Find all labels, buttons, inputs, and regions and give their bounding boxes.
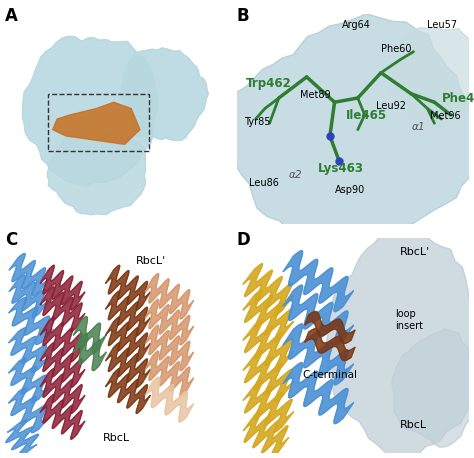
- Polygon shape: [326, 228, 474, 458]
- Polygon shape: [283, 285, 354, 346]
- Polygon shape: [40, 394, 85, 439]
- Polygon shape: [145, 300, 193, 345]
- Polygon shape: [106, 291, 150, 336]
- Polygon shape: [73, 316, 106, 354]
- Text: B: B: [237, 7, 250, 25]
- Polygon shape: [243, 289, 294, 342]
- Text: Tyr85: Tyr85: [244, 117, 271, 127]
- Text: RbcL: RbcL: [103, 432, 130, 442]
- Polygon shape: [305, 311, 355, 344]
- Polygon shape: [73, 334, 106, 371]
- Text: Leu86: Leu86: [248, 179, 279, 189]
- Text: $\alpha$1: $\alpha$1: [411, 120, 425, 131]
- Polygon shape: [9, 275, 48, 317]
- Polygon shape: [9, 358, 49, 403]
- Polygon shape: [389, 27, 474, 128]
- Text: Asp90: Asp90: [335, 185, 365, 195]
- Text: Met96: Met96: [430, 111, 460, 121]
- Polygon shape: [243, 264, 294, 316]
- Text: D: D: [237, 231, 251, 249]
- Polygon shape: [9, 298, 53, 344]
- Polygon shape: [120, 48, 209, 141]
- Polygon shape: [145, 273, 193, 319]
- Polygon shape: [145, 325, 193, 371]
- Polygon shape: [392, 329, 474, 447]
- Text: Phe60: Phe60: [381, 44, 411, 54]
- Polygon shape: [9, 388, 49, 433]
- Text: $\alpha$2: $\alpha$2: [288, 168, 303, 180]
- Polygon shape: [106, 265, 150, 310]
- Polygon shape: [243, 409, 289, 458]
- Polygon shape: [22, 36, 158, 186]
- Polygon shape: [40, 343, 85, 387]
- Text: Leu57: Leu57: [428, 21, 457, 31]
- Text: loop
insert: loop insert: [395, 309, 423, 331]
- Polygon shape: [47, 125, 146, 215]
- Polygon shape: [6, 420, 38, 457]
- Polygon shape: [9, 328, 49, 372]
- Bar: [48, 94, 149, 151]
- Polygon shape: [106, 369, 150, 414]
- Polygon shape: [145, 377, 193, 422]
- Polygon shape: [243, 380, 294, 432]
- Text: RbcL: RbcL: [400, 420, 427, 430]
- Text: Met89: Met89: [300, 90, 330, 100]
- Polygon shape: [9, 253, 48, 296]
- Polygon shape: [145, 351, 193, 397]
- Polygon shape: [106, 343, 150, 387]
- Text: Trp462: Trp462: [246, 77, 292, 91]
- Polygon shape: [283, 251, 354, 312]
- Polygon shape: [53, 102, 140, 144]
- Text: RbcL': RbcL': [136, 256, 166, 266]
- Polygon shape: [223, 14, 474, 241]
- Polygon shape: [283, 363, 354, 424]
- Polygon shape: [40, 317, 85, 362]
- Polygon shape: [283, 324, 354, 385]
- Polygon shape: [106, 317, 150, 362]
- Text: Lys463: Lys463: [319, 162, 365, 175]
- Text: Arg64: Arg64: [341, 21, 370, 31]
- Polygon shape: [305, 329, 355, 360]
- Polygon shape: [40, 265, 85, 310]
- Polygon shape: [243, 320, 294, 372]
- Text: A: A: [5, 7, 18, 25]
- Text: C: C: [5, 231, 17, 249]
- Polygon shape: [243, 350, 294, 402]
- Text: RbcL': RbcL': [400, 247, 430, 257]
- Polygon shape: [40, 287, 85, 332]
- Text: C-terminal: C-terminal: [302, 370, 357, 380]
- Text: Ile465: Ile465: [346, 109, 387, 122]
- Polygon shape: [40, 369, 85, 414]
- Text: Leu92: Leu92: [376, 101, 406, 110]
- Text: Phe467: Phe467: [441, 92, 474, 105]
